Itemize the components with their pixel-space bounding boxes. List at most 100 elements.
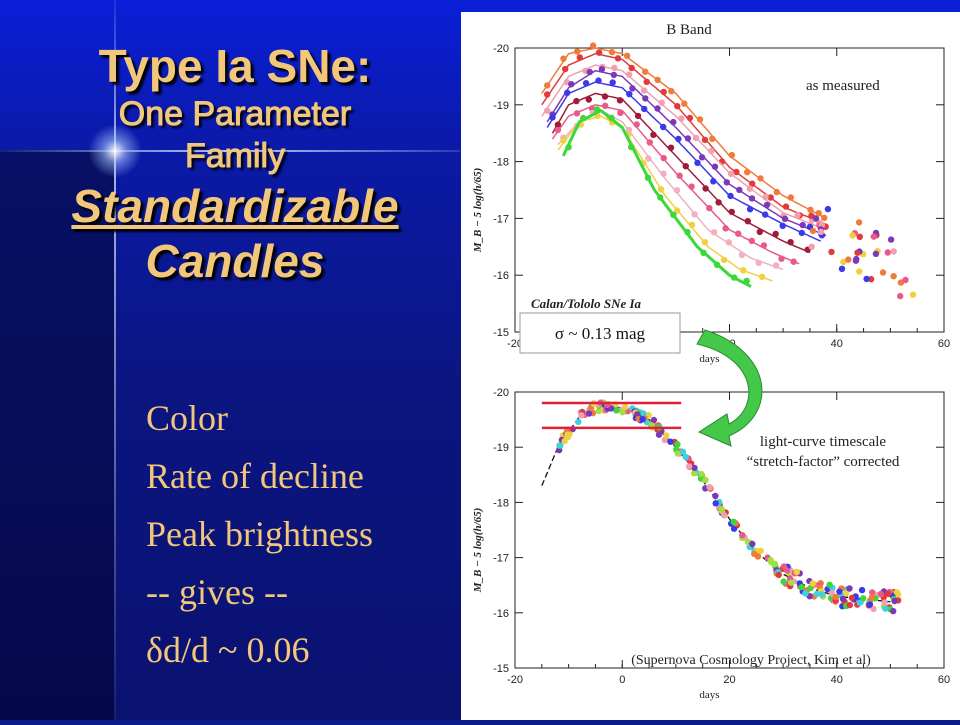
series-point [642, 68, 649, 75]
series-point [709, 135, 716, 142]
series-point [807, 206, 814, 213]
y-tick-label: -18 [493, 157, 509, 169]
series-point [733, 168, 740, 176]
late-point [824, 205, 832, 213]
late-time-points [806, 205, 917, 300]
series-point [654, 105, 661, 112]
series-point [711, 163, 719, 170]
corrected-point [848, 594, 856, 602]
corrected-point [798, 583, 805, 591]
y-tick-label: -19 [493, 442, 509, 454]
series-point [757, 175, 764, 182]
series-point [549, 114, 556, 121]
series-point [645, 155, 652, 162]
y-tick-label: -15 [493, 327, 509, 339]
corrected-point [730, 518, 737, 525]
corrected-point [858, 586, 866, 594]
corrected-point [813, 590, 821, 598]
x-tick-label: 20 [723, 674, 735, 686]
corrected-point [842, 590, 850, 597]
bullet-result: δd/d ~ 0.06 [146, 630, 310, 670]
series-point [573, 97, 580, 105]
series-point [564, 89, 571, 97]
corrected-point [770, 560, 778, 568]
series-point [790, 258, 797, 265]
corrected-point [890, 607, 897, 615]
chart-1-title: B Band [666, 22, 712, 38]
corrected-point [826, 581, 833, 588]
series-point [794, 212, 801, 219]
series-point [670, 211, 677, 218]
series-point [554, 121, 562, 128]
corrected-point [828, 590, 836, 597]
series-point [576, 54, 583, 61]
series-point [738, 251, 746, 259]
series-point [722, 225, 729, 232]
series-point [720, 256, 728, 264]
corrected-point [749, 540, 756, 548]
title-line-4: Standardizable [71, 180, 399, 232]
title-line-2: One Parameter [118, 95, 352, 134]
title-line-5: Candles [145, 235, 325, 287]
series-point [781, 215, 789, 222]
series-point [736, 186, 743, 194]
series-point [676, 172, 683, 179]
chart-2-annotation-line2: “stretch-factor” corrected [747, 454, 900, 470]
series-point [710, 229, 718, 236]
series-point [634, 112, 642, 120]
chart-2-credit: (Supernova Cosmology Project, Kim et al) [631, 653, 871, 668]
series-point [560, 137, 567, 144]
series-point [610, 71, 618, 79]
late-point [854, 249, 861, 256]
series-point [601, 93, 609, 100]
series-point [772, 262, 780, 269]
slide-dark-panel [0, 150, 115, 720]
corrected-point [846, 585, 853, 592]
corrected-point [682, 453, 689, 460]
y-tick-label: -18 [493, 497, 509, 509]
corrected-point [650, 416, 658, 424]
corrected-point [869, 593, 876, 601]
series-point [700, 249, 707, 256]
corrected-point [565, 433, 572, 440]
series-point [673, 187, 681, 194]
corrected-point [856, 599, 864, 606]
series-point [650, 131, 657, 138]
series-point [573, 110, 581, 117]
series-point [657, 186, 665, 193]
x-tick-label: -20 [507, 338, 523, 350]
corrected-point [730, 525, 738, 532]
series-point [708, 147, 715, 155]
series-point [629, 85, 636, 92]
late-point [870, 233, 877, 240]
series-point [660, 88, 667, 96]
series-point [787, 194, 794, 201]
series-point [674, 103, 681, 110]
bullet-rate-of-decline: Rate of decline [146, 456, 364, 496]
corrected-point [739, 532, 746, 539]
corrected-point [783, 567, 791, 574]
corrected-point [639, 416, 646, 423]
bullet-list: Color Rate of decline Peak brightness --… [146, 392, 373, 682]
corrected-point [663, 432, 670, 439]
corrected-point [819, 591, 826, 598]
figure-panel: -20 0 20 40 60 -20 -19 -18 -17 -16 -15 days M_B − 5 … [461, 12, 960, 720]
series-point [658, 99, 665, 106]
corrected-point [690, 470, 698, 477]
corrected-point [691, 464, 698, 472]
series-point [616, 97, 624, 104]
series-point [644, 174, 652, 181]
title-line-1: Type Ia SNe: [98, 40, 372, 92]
series-point [667, 144, 675, 151]
late-point [902, 276, 909, 284]
series-point [544, 82, 551, 89]
late-point [887, 236, 895, 243]
corrected-point [585, 410, 593, 417]
late-point [828, 248, 835, 256]
corrected-point [706, 484, 713, 491]
series-point [799, 221, 806, 229]
series-line [551, 92, 811, 254]
series-point [744, 169, 751, 176]
title-line-3: Family [184, 137, 286, 176]
late-point [855, 219, 863, 226]
